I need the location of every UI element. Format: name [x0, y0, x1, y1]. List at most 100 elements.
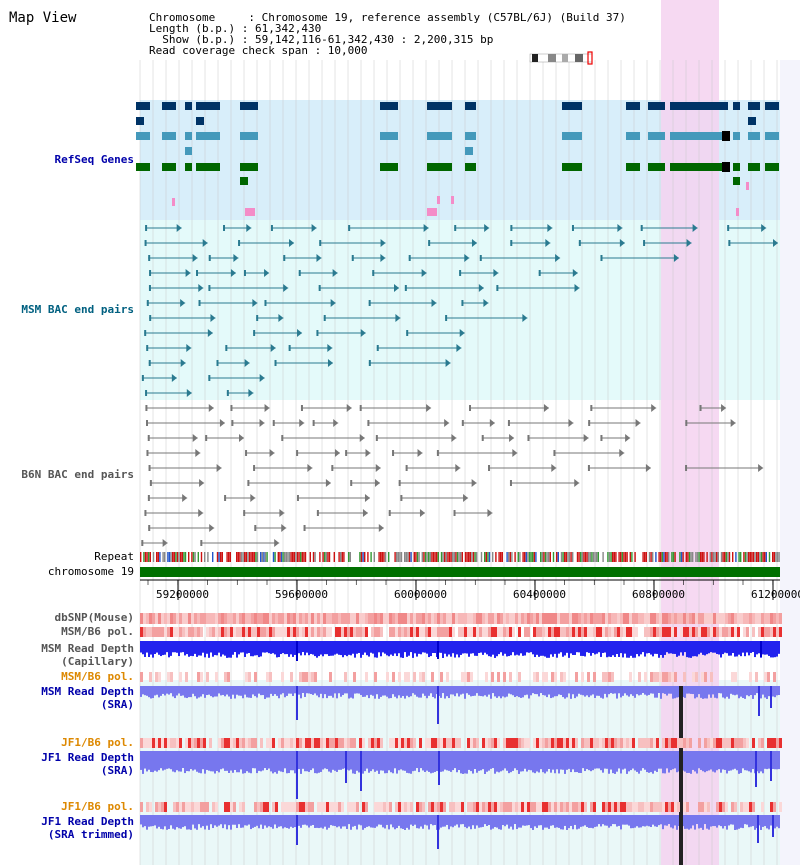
heat-cell: [326, 802, 329, 812]
depth-bar: [362, 751, 364, 774]
jf1-b6-pol-track-1[interactable]: [140, 738, 782, 748]
heat-cell: [581, 672, 584, 682]
heat-cell: [764, 627, 767, 637]
heat-cell: [494, 613, 497, 624]
repeat-element: [437, 552, 439, 562]
chromosome-bar[interactable]: [140, 567, 780, 577]
depth-bar: [240, 815, 242, 828]
heat-cell: [416, 627, 419, 637]
depth-bar: [174, 641, 176, 653]
depth-bar: [410, 815, 412, 825]
heat-cell: [737, 613, 740, 624]
heat-cell: [209, 627, 212, 637]
repeat-element: [474, 552, 476, 562]
depth-bar: [620, 641, 622, 654]
heat-cell: [317, 802, 320, 812]
heat-cell: [281, 613, 284, 624]
heat-cell: [665, 802, 668, 812]
depth-bar: [594, 751, 596, 769]
depth-bar: [558, 751, 560, 774]
depth-bar: [652, 751, 654, 774]
depth-bar: [248, 815, 250, 825]
depth-bar: [184, 751, 186, 774]
depth-bar: [276, 751, 278, 774]
depth-bar: [530, 641, 532, 653]
heat-cell: [401, 802, 404, 812]
depth-bar: [278, 751, 280, 771]
depth-bar: [218, 751, 220, 773]
heat-cell: [377, 738, 380, 748]
msm-bac-end-pairs-features[interactable]: [141, 224, 778, 397]
bac-end: [590, 405, 593, 411]
repeat-element: [509, 552, 511, 562]
repeat-track[interactable]: [140, 552, 780, 562]
heat-cell: [599, 613, 602, 624]
repeat-element: [348, 552, 350, 562]
heat-cell: [245, 738, 248, 748]
heat-cell: [248, 613, 251, 624]
depth-bar: [446, 751, 448, 771]
heat-cell: [662, 672, 665, 682]
msm-read-depth-capillary-track[interactable]: [140, 641, 780, 661]
gene-exon: [562, 132, 582, 140]
heat-cell: [692, 627, 695, 637]
msm-b6-pol-track-1[interactable]: [140, 627, 782, 637]
depth-bar: [518, 751, 520, 774]
heat-cell: [668, 802, 671, 812]
repeat-element: [615, 552, 617, 562]
depth-bar: [746, 641, 748, 653]
depth-bar: [570, 686, 572, 699]
refseq-genes-features[interactable]: [136, 102, 779, 216]
depth-bar: [216, 641, 218, 656]
jf1-b6-pol-track-2[interactable]: [140, 802, 782, 812]
depth-bar: [472, 641, 474, 654]
depth-bar: [662, 751, 664, 774]
depth-bar: [684, 751, 686, 772]
jf1-read-depth-trimmed-track[interactable]: [140, 815, 780, 865]
depth-bar: [254, 686, 256, 697]
heat-cell: [695, 672, 698, 682]
depth-bar: [732, 815, 734, 825]
depth-bar: [466, 686, 468, 694]
selection-highlight[interactable]: [661, 0, 719, 865]
depth-bar: [252, 815, 254, 828]
heat-cell: [593, 802, 596, 812]
depth-bar: [526, 815, 528, 826]
heat-cell: [146, 613, 149, 624]
chromosome-ideogram[interactable]: [529, 51, 593, 65]
bac-end: [316, 510, 319, 516]
heat-cell: [443, 627, 446, 637]
bac-end: [274, 360, 277, 366]
depth-bar: [502, 751, 504, 771]
depth-bar: [520, 641, 522, 654]
depth-bar: [242, 686, 244, 699]
jf1-read-depth-sra-track[interactable]: [140, 751, 780, 865]
bac-end: [510, 240, 513, 246]
depth-bar: [390, 815, 392, 825]
heat-cell: [776, 627, 779, 637]
depth-bar: [486, 815, 488, 827]
msm-b6-pol-track-2[interactable]: [140, 672, 776, 682]
depth-bar: [672, 641, 674, 654]
depth-bar: [660, 686, 662, 699]
depth-bar: [626, 686, 628, 696]
bac-end: [388, 510, 391, 516]
depth-bar: [194, 686, 196, 697]
depth-bar: [196, 641, 198, 657]
label-jf1-depth-sra: JF1 Read Depth: [41, 751, 134, 764]
heat-cell: [377, 802, 380, 812]
dbsnp-track[interactable]: [140, 613, 782, 624]
depth-bar: [666, 815, 668, 826]
heat-cell: [185, 802, 188, 812]
depth-bar: [334, 641, 336, 655]
heat-cell: [551, 802, 554, 812]
depth-bar: [220, 751, 222, 770]
heat-cell: [431, 802, 434, 812]
b6n-bac-end-pairs-features[interactable]: [141, 404, 764, 547]
heat-cell: [461, 672, 464, 682]
depth-bar: [330, 686, 332, 696]
bac-end: [461, 420, 464, 426]
depth-bar: [720, 686, 722, 694]
depth-bar: [202, 686, 204, 695]
